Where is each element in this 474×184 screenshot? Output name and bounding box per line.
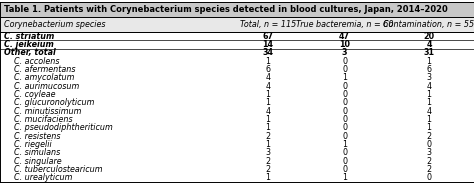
Text: 0: 0 [342, 132, 347, 141]
Text: 47: 47 [339, 32, 350, 41]
Text: 20: 20 [423, 32, 435, 41]
Text: 2: 2 [265, 165, 270, 174]
Text: 4: 4 [427, 107, 431, 116]
Text: C. striatum: C. striatum [4, 32, 54, 41]
Text: 1: 1 [342, 140, 347, 149]
Text: 6: 6 [265, 65, 270, 74]
Text: C. accolens: C. accolens [14, 57, 60, 66]
Text: 3: 3 [265, 148, 270, 158]
Text: 0: 0 [342, 165, 347, 174]
Text: 1: 1 [265, 98, 270, 107]
Text: C. simulans: C. simulans [14, 148, 61, 158]
Text: C. aurimucosum: C. aurimucosum [14, 82, 80, 91]
Text: 1: 1 [427, 115, 431, 124]
Text: 0: 0 [342, 107, 347, 116]
Text: True bacteremia, n = 60: True bacteremia, n = 60 [296, 20, 393, 29]
Text: 1: 1 [427, 90, 431, 99]
Text: 0: 0 [342, 157, 347, 166]
Text: 2: 2 [427, 132, 431, 141]
Text: C. urealyticum: C. urealyticum [14, 174, 73, 183]
Text: C. afermentans: C. afermentans [14, 65, 76, 74]
Text: C. amycolatum: C. amycolatum [14, 73, 74, 82]
Text: 1: 1 [342, 174, 347, 183]
Text: Other, total: Other, total [4, 48, 55, 57]
Text: 0: 0 [342, 148, 347, 158]
Text: 1: 1 [342, 73, 347, 82]
Text: 0: 0 [342, 90, 347, 99]
Text: 10: 10 [339, 40, 350, 49]
Text: C. tuberculostearicum: C. tuberculostearicum [14, 165, 103, 174]
Text: Corynebacterium species: Corynebacterium species [4, 20, 105, 29]
Text: 2: 2 [427, 157, 431, 166]
Text: 1: 1 [427, 57, 431, 66]
Text: C. glucuronolyticum: C. glucuronolyticum [14, 98, 95, 107]
Text: 3: 3 [427, 148, 431, 158]
Text: 0: 0 [342, 57, 347, 66]
Text: C. singulare: C. singulare [14, 157, 62, 166]
Text: 0: 0 [342, 98, 347, 107]
Text: 0: 0 [342, 65, 347, 74]
Text: Contamination, n = 55: Contamination, n = 55 [383, 20, 474, 29]
Text: C. minutissimum: C. minutissimum [14, 107, 82, 116]
Text: C. pseudodiphtheriticum: C. pseudodiphtheriticum [14, 123, 113, 132]
Text: 4: 4 [265, 82, 270, 91]
Text: C. jeikeium: C. jeikeium [4, 40, 54, 49]
Text: 1: 1 [265, 174, 270, 183]
Text: 0: 0 [427, 174, 431, 183]
Text: 4: 4 [427, 82, 431, 91]
Text: Table 1. Patients with Corynebacterium species detected in blood cultures, Japan: Table 1. Patients with Corynebacterium s… [4, 5, 447, 14]
Text: 1: 1 [265, 57, 270, 66]
Text: C. mucifaciens: C. mucifaciens [14, 115, 73, 124]
Text: C. coyleae: C. coyleae [14, 90, 56, 99]
Text: C. resistens: C. resistens [14, 132, 61, 141]
Text: 1: 1 [265, 90, 270, 99]
Text: 4: 4 [265, 107, 270, 116]
Text: 1: 1 [265, 140, 270, 149]
Text: 2: 2 [265, 157, 270, 166]
Bar [0, 17, 474, 32]
Text: 3: 3 [427, 73, 431, 82]
Text: 3: 3 [342, 48, 347, 57]
Text: 1: 1 [265, 123, 270, 132]
Text: C. riegelii: C. riegelii [14, 140, 52, 149]
Text: 6: 6 [427, 65, 431, 74]
Text: 2: 2 [265, 132, 270, 141]
Text: 1: 1 [265, 115, 270, 124]
Text: 0: 0 [342, 123, 347, 132]
Text: 1: 1 [427, 123, 431, 132]
Text: 2: 2 [427, 165, 431, 174]
Text: 34: 34 [262, 48, 273, 57]
Text: 0: 0 [427, 140, 431, 149]
Text: 0: 0 [342, 82, 347, 91]
Text: 67: 67 [262, 32, 273, 41]
Text: Total, n = 115: Total, n = 115 [240, 20, 296, 29]
Bar [0, 2, 474, 17]
Text: 14: 14 [262, 40, 273, 49]
Text: 4: 4 [426, 40, 432, 49]
Text: 31: 31 [423, 48, 435, 57]
Text: 1: 1 [427, 98, 431, 107]
Text: 0: 0 [342, 115, 347, 124]
Text: 4: 4 [265, 73, 270, 82]
